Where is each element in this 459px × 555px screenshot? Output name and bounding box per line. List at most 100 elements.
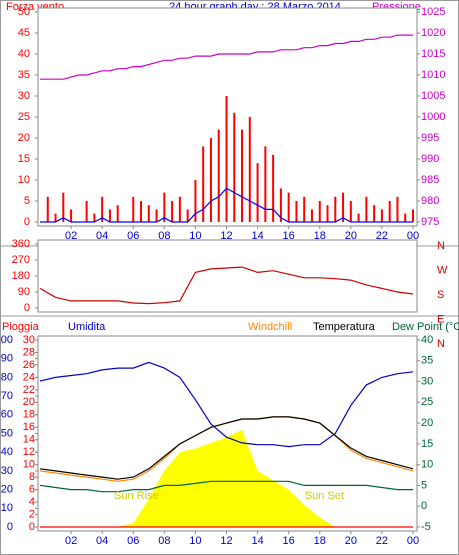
y-tick-label: 45 <box>18 27 30 39</box>
y3-tick-label: 18 <box>23 409 35 421</box>
line <box>40 187 413 223</box>
legend-entry: Dew Point (°C <box>392 321 459 333</box>
x-tick-label: 10 <box>189 230 201 242</box>
y3-tick-label: 8 <box>29 471 35 483</box>
y-tick-label: 25 <box>18 111 30 123</box>
y-tick-label: 80 <box>1 371 13 383</box>
y-tick-label: 10 <box>1 502 13 514</box>
x-tick-label: 00 <box>407 535 419 547</box>
y3-tick-label: 0 <box>29 521 35 533</box>
bar <box>140 201 143 222</box>
y-tick-label: 360 <box>12 238 30 250</box>
x-tick-label: 20 <box>345 230 357 242</box>
y-tick-label: 0 <box>24 216 30 228</box>
y-tick-label: 10 <box>18 174 30 186</box>
bar <box>349 201 352 222</box>
y3-tick-label: 14 <box>23 434 35 446</box>
x-tick-label: 14 <box>251 230 263 242</box>
y3-tick-label: 28 <box>23 346 35 358</box>
bar <box>70 209 73 222</box>
bar <box>54 213 57 222</box>
bar <box>233 112 236 222</box>
annotation: Sun Rise <box>114 490 159 502</box>
bar <box>93 213 96 222</box>
y-tick-label: 60 <box>1 409 13 421</box>
bar <box>357 213 360 222</box>
bar <box>287 192 290 222</box>
y-tick-label: 270 <box>12 254 30 266</box>
area <box>40 429 413 527</box>
y2-tick-label: 985 <box>421 174 439 186</box>
y-tick-label: 0 <box>24 302 30 314</box>
bar <box>186 209 189 222</box>
bar <box>326 205 329 222</box>
bar <box>279 188 282 222</box>
y2-tick-label: 1000 <box>421 111 445 123</box>
y2-tick-label: 1020 <box>421 27 445 39</box>
y-tick-label: 20 <box>1 484 13 496</box>
x-tick-label: 06 <box>127 230 139 242</box>
y2-tick-label: 10 <box>421 459 433 471</box>
y2-tick-label: 1025 <box>421 6 445 18</box>
bar <box>108 209 111 222</box>
y3-tick-label: 10 <box>23 459 35 471</box>
bar <box>194 180 197 222</box>
x-tick-label: 22 <box>376 535 388 547</box>
bar <box>116 205 119 222</box>
y2-tick-label: 990 <box>421 153 439 165</box>
bar <box>248 117 251 222</box>
y3-tick-label: 30 <box>23 334 35 346</box>
bar <box>303 196 306 222</box>
y2-tick-label: 1010 <box>421 69 445 81</box>
bar <box>101 196 104 222</box>
bar <box>404 213 407 222</box>
bar <box>46 196 49 222</box>
bar <box>241 129 244 222</box>
y-tick-label: 70 <box>1 390 13 402</box>
y-tick-label: 15 <box>18 153 30 165</box>
compass-label: W <box>437 264 448 276</box>
line <box>39 266 414 305</box>
y2-tick-label: 975 <box>421 216 439 228</box>
x-tick-label: 12 <box>220 230 232 242</box>
y-tick-label: 50 <box>1 427 13 439</box>
y2-tick-label: 20 <box>421 417 433 429</box>
bar <box>272 154 275 222</box>
x-tick-label: 18 <box>314 230 326 242</box>
x-tick-label: 02 <box>65 535 77 547</box>
y2-tick-label: 40 <box>421 334 433 346</box>
bar <box>310 209 313 222</box>
compass-label: N <box>437 240 445 252</box>
y3-tick-label: 24 <box>23 371 35 383</box>
bar <box>342 192 345 222</box>
y3-tick-label: 12 <box>23 446 35 458</box>
legend-entry: Pioggia <box>2 321 40 333</box>
x-tick-label: 06 <box>127 535 139 547</box>
x-tick-label: 16 <box>283 535 295 547</box>
x-tick-label: 04 <box>96 230 108 242</box>
y2-tick-label: 35 <box>421 355 433 367</box>
y2-tick-label: 1005 <box>421 90 445 102</box>
bar <box>171 201 174 222</box>
y3-tick-label: 20 <box>23 396 35 408</box>
x-tick-label: 16 <box>283 230 295 242</box>
y3-tick-label: 26 <box>23 359 35 371</box>
y-tick-label: 40 <box>1 446 13 458</box>
bar <box>334 196 337 222</box>
y2-tick-label: 980 <box>421 195 439 207</box>
bar <box>264 146 267 222</box>
bar <box>178 196 181 222</box>
bar <box>373 205 376 222</box>
bar <box>318 201 321 222</box>
y-tick-label: 5 <box>24 195 30 207</box>
y-tick-label: 90 <box>1 353 13 365</box>
y3-tick-label: 16 <box>23 421 35 433</box>
legend-entry: Windchill <box>248 321 292 333</box>
y-tick-label: 180 <box>12 270 30 282</box>
legend-entry: Temperatura <box>313 321 376 333</box>
y-tick-label: 90 <box>18 286 30 298</box>
bar <box>412 209 414 222</box>
line <box>39 480 413 493</box>
y3-tick-label: 22 <box>23 384 35 396</box>
